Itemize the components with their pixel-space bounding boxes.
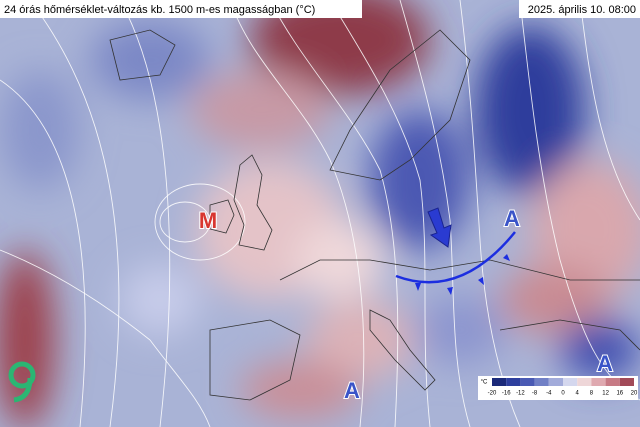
colorbar-swatch: [591, 378, 606, 386]
colorbar-tick-label: 0: [561, 391, 565, 397]
high-pressure-label: A: [504, 206, 520, 231]
map-title: 24 órás hőmérséklet-változás kb. 1500 m-…: [4, 4, 315, 16]
colorbar-tick-label: 20: [631, 391, 638, 397]
high-pressure-label: A: [344, 378, 360, 403]
colorbar: °C -20 -16 -12 -8 -4 0 4 8 12 16 20: [478, 376, 638, 400]
colorbar-swatch: [534, 378, 549, 386]
low-pressure-label: M: [199, 208, 217, 233]
colorbar-swatch: [605, 378, 620, 386]
colorbar-swatch: [492, 378, 507, 386]
colorbar-tick-label: -12: [516, 391, 525, 397]
colorbar-tick-label: 12: [602, 391, 609, 397]
colorbar-tick-label: 8: [590, 391, 594, 397]
colorbar-swatch: [563, 378, 578, 386]
colorbar-tick-label: -20: [488, 391, 497, 397]
cold-front: [395, 231, 516, 295]
map-date: 2025. április 10. 08:00: [528, 4, 636, 16]
colorbar-swatch: [520, 378, 535, 386]
colorbar-swatch: [548, 378, 563, 386]
coastlines: [109, 29, 640, 401]
colorbar-tick-label: 16: [616, 391, 623, 397]
colorbar-swatch: [577, 378, 592, 386]
date-box: [519, 0, 640, 18]
colorbar-swatch: [506, 378, 521, 386]
logo: [8, 361, 36, 403]
colorbar-tick-label: -16: [502, 391, 511, 397]
colorbar-unit: °C: [481, 380, 488, 386]
cold-advection-arrow: [427, 207, 452, 248]
colorbar-tick-label: -4: [546, 391, 552, 397]
colorbar-swatch: [619, 378, 634, 386]
high-pressure-label: A: [597, 351, 613, 376]
title-box: [0, 0, 362, 18]
colorbar-tick-label: 4: [576, 391, 580, 397]
colorbar-tick-label: -8: [532, 391, 538, 397]
